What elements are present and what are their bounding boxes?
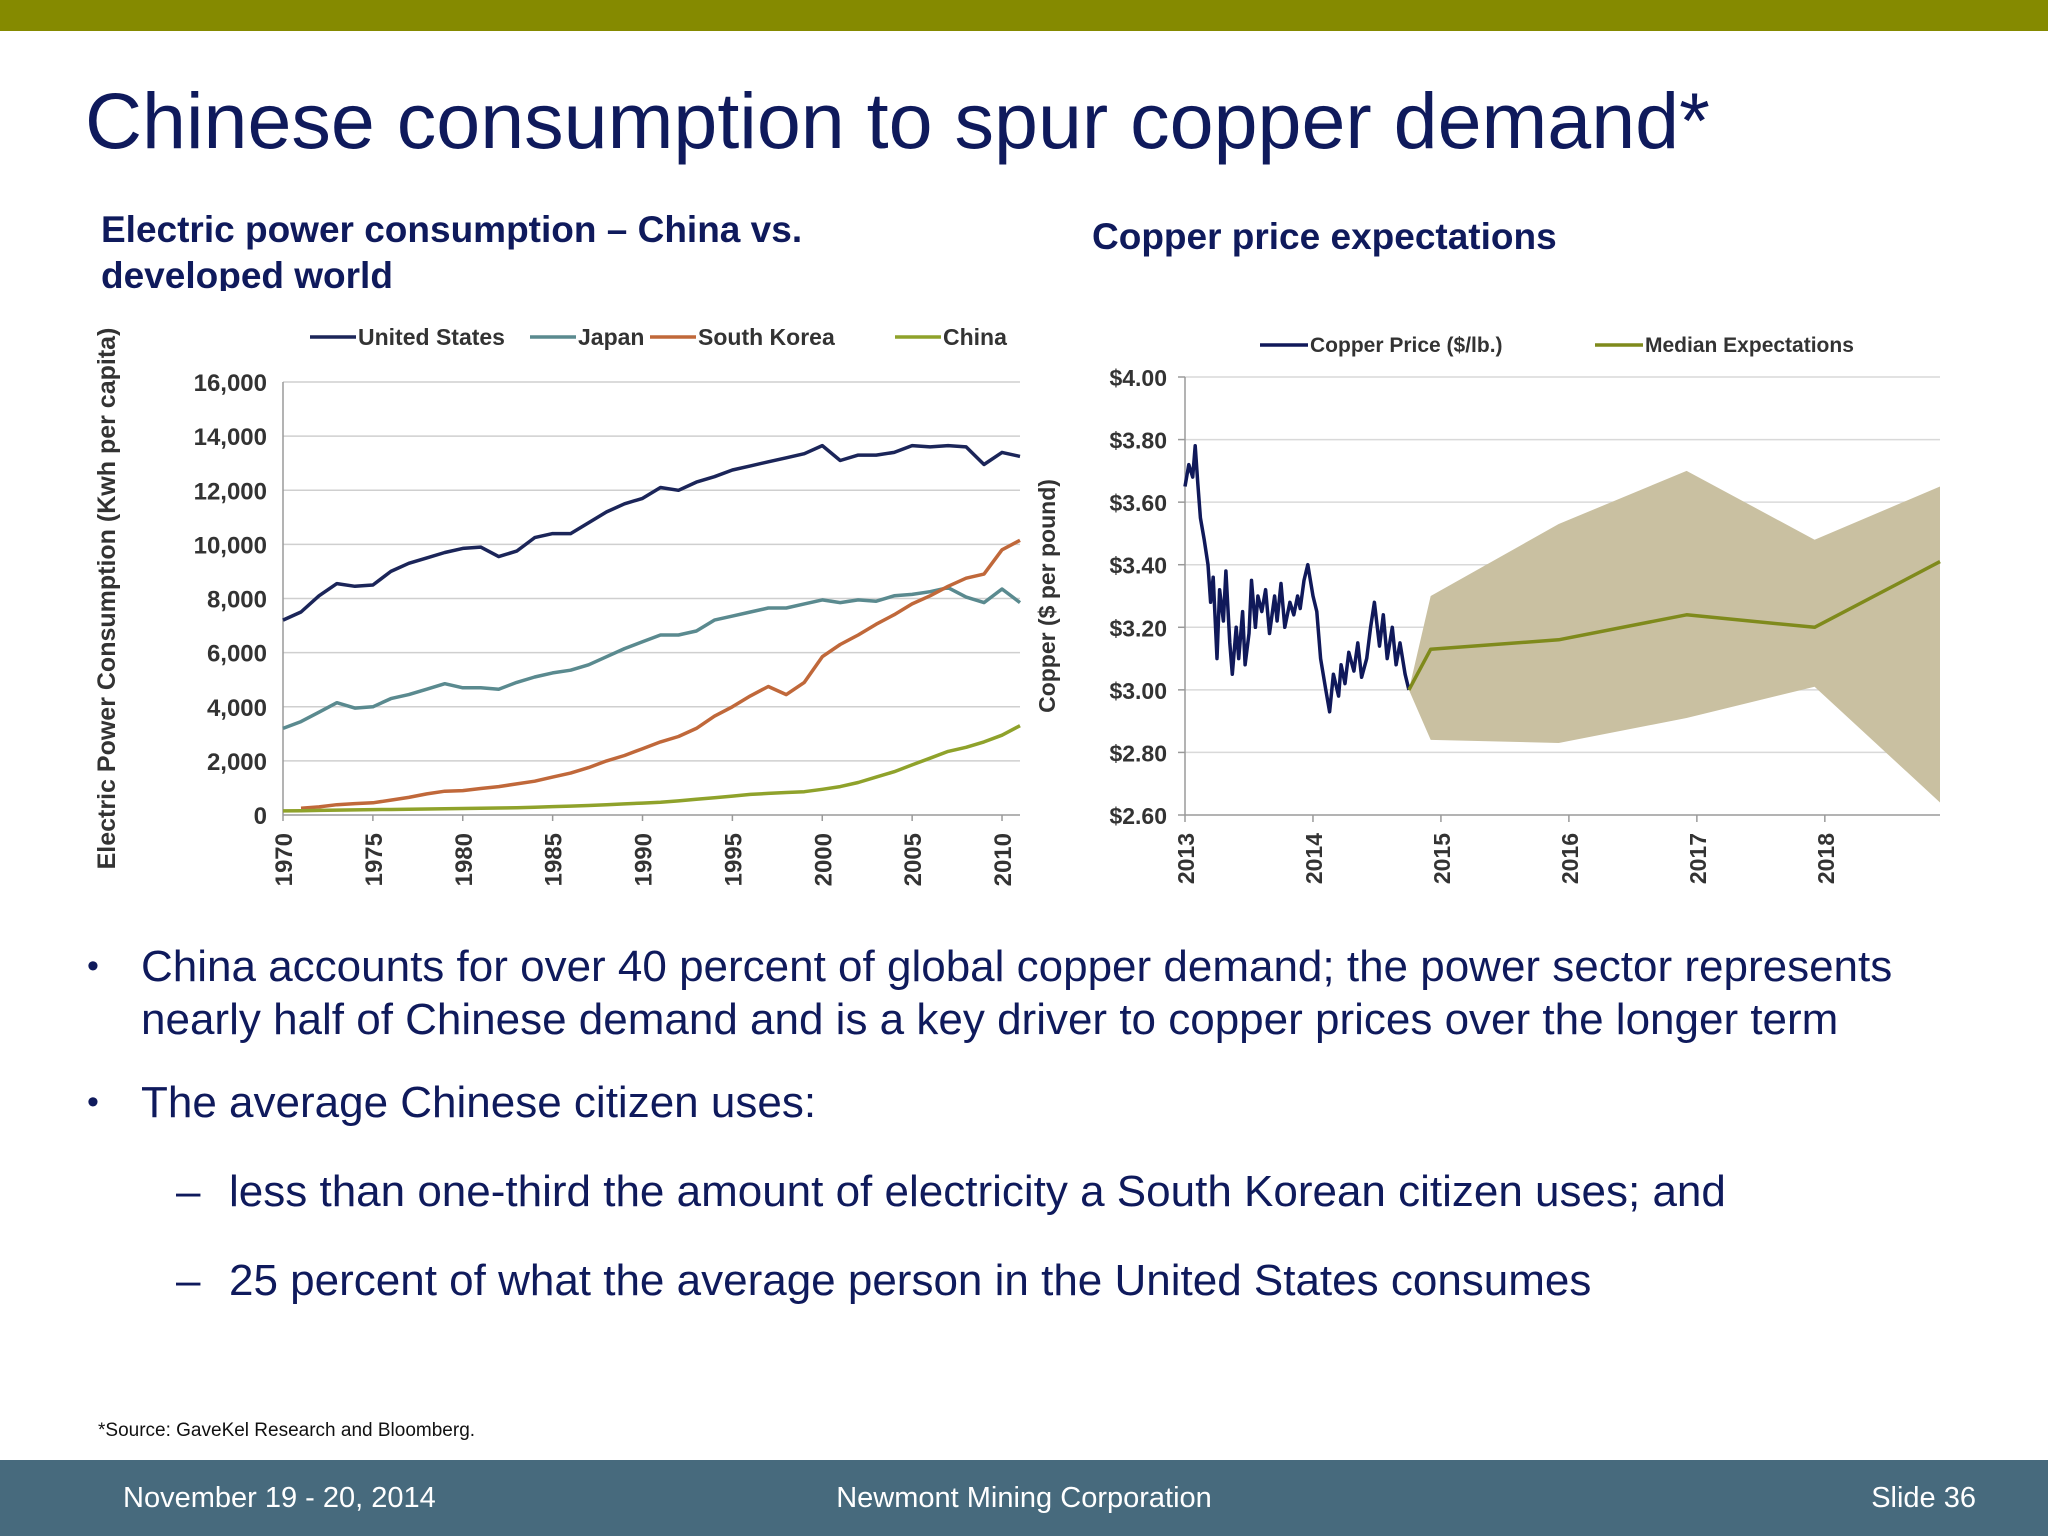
footer-bar: November 19 - 20, 2014 Newmont Mining Co…	[0, 1460, 2048, 1536]
y-tick-label: 2,000	[207, 749, 267, 776]
dash-mark: –	[176, 1256, 201, 1305]
legend-label: Median Expectations	[1645, 334, 1854, 357]
x-tick-label: 1985	[541, 833, 568, 886]
slide-title: Chinese consumption to spur copper deman…	[85, 76, 1710, 165]
y-tick-label: $3.80	[1109, 428, 1167, 454]
x-tick-label: 2016	[1557, 833, 1583, 884]
series-line-japan	[282, 585, 1022, 731]
y-tick-label: 10,000	[194, 532, 267, 559]
x-tick-label: 1980	[451, 833, 478, 886]
x-tick-label: 1970	[271, 833, 298, 886]
y-axis-label: Electric Power Consumption (Kwh per capi…	[93, 328, 121, 870]
y-tick-label: $3.60	[1109, 490, 1167, 516]
dash-mark: –	[176, 1167, 201, 1216]
y-tick-label: 0	[254, 803, 267, 830]
expectation-range-band	[1408, 470, 1940, 803]
x-tick-label: 2005	[900, 833, 927, 886]
x-tick-label: 2018	[1813, 833, 1839, 884]
sub-bullet-item: – less than one-third the amount of elec…	[84, 1165, 2024, 1218]
legend-label: South Korea	[698, 324, 835, 350]
series-line-china	[282, 724, 1021, 813]
series-line-median-expectations	[1407, 560, 1941, 691]
y-tick-label: $2.80	[1109, 740, 1167, 766]
y-tick-label: 8,000	[207, 587, 267, 614]
sub-bullet-text: less than one-third the amount of electr…	[229, 1167, 1726, 1216]
x-tick-label: 2017	[1685, 833, 1711, 884]
x-tick-label: 2010	[990, 833, 1017, 886]
footer-date: November 19 - 20, 2014	[123, 1482, 436, 1514]
x-tick-label: 1975	[361, 833, 388, 886]
bullet-mark: •	[87, 947, 99, 985]
y-tick-label: 12,000	[194, 478, 267, 505]
electric-power-chart: 0 2,000 4,000 6,000 8,000 10,000 12,000 14,000 1…	[93, 324, 1022, 886]
bullet-item: • The average Chinese citizen uses:	[84, 1076, 2024, 1129]
x-tick-label: 1990	[631, 833, 658, 886]
series-line-copper-price-lb	[1183, 444, 1411, 714]
bullet-text: The average Chinese citizen uses:	[141, 1078, 817, 1127]
chart-title-electric-power: Electric power consumption – China vs. d…	[101, 209, 803, 291]
chart-title-copper-price: Copper price expectations	[1092, 216, 1557, 257]
top-accent-bar	[0, 0, 2048, 31]
bullet-text: China accounts for over 40 percent of gl…	[141, 942, 1893, 1044]
x-tick-label: 2015	[1429, 833, 1455, 884]
y-tick-label: $4.00	[1109, 365, 1167, 391]
y-tick-label: 4,000	[207, 695, 267, 722]
legend-label: Japan	[578, 324, 644, 350]
y-tick-label: 14,000	[194, 424, 267, 451]
y-tick-label: $3.40	[1109, 553, 1167, 579]
sub-bullet-item: – 25 percent of what the average person …	[84, 1254, 2024, 1307]
series-line-south-korea	[300, 538, 1021, 810]
footer-company: Newmont Mining Corporation	[836, 1482, 1212, 1514]
x-tick-label: 2013	[1173, 833, 1199, 884]
y-axis-label: Copper ($ per pound)	[1034, 479, 1060, 713]
sub-bullet-text: 25 percent of what the average person in…	[229, 1256, 1592, 1305]
x-tick-label: 2000	[810, 833, 837, 886]
x-tick-label: 1995	[720, 833, 747, 886]
series-line-united-states	[282, 443, 1021, 622]
y-tick-label: $3.00	[1109, 678, 1167, 704]
bullet-mark: •	[87, 1083, 99, 1121]
legend-label: China	[943, 324, 1007, 350]
y-tick-label: $2.60	[1109, 803, 1167, 829]
legend-label: Copper Price ($/lb.)	[1310, 334, 1503, 357]
y-tick-label: 6,000	[207, 641, 267, 668]
source-note: *Source: GaveKel Research and Bloomberg.	[98, 1420, 476, 1441]
bullet-item: • China accounts for over 40 percent of …	[84, 940, 2024, 1046]
footer-slide-number: Slide 36	[1871, 1482, 1976, 1514]
x-tick-label: 2014	[1301, 833, 1327, 884]
y-tick-label: $3.20	[1109, 615, 1167, 641]
y-tick-label: 16,000	[194, 370, 267, 397]
copper-price-chart: $2.60 $2.80 $3.00 $3.20 $3.40 $3.60 $3.80 $4.00…	[1034, 334, 1941, 884]
legend-label: United States	[358, 324, 505, 350]
bullet-list: • China accounts for over 40 percent of …	[84, 940, 2024, 1307]
